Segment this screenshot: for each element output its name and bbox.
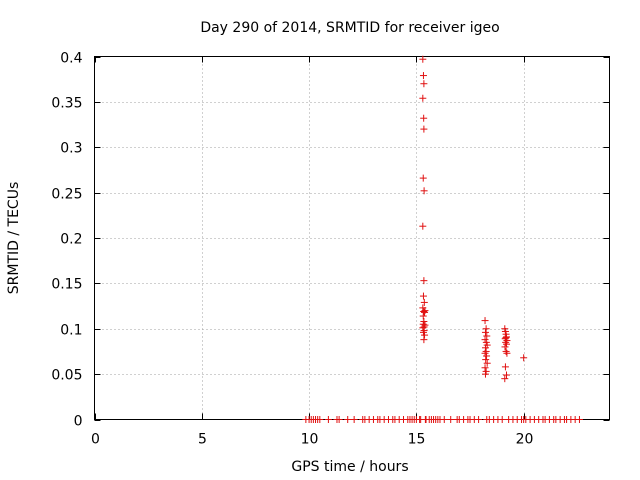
x-tick-label: 15 bbox=[408, 432, 426, 448]
data-point bbox=[483, 332, 491, 340]
data-point bbox=[520, 354, 528, 362]
data-point bbox=[420, 277, 428, 285]
data-point bbox=[498, 416, 506, 423]
chart-title: Day 290 of 2014, SRMTID for receiver ige… bbox=[200, 20, 499, 36]
data-point bbox=[481, 364, 489, 372]
data-point bbox=[501, 343, 509, 351]
data-point bbox=[483, 359, 491, 367]
data-point bbox=[503, 349, 511, 357]
data-point bbox=[419, 292, 427, 300]
y-tick-label: 0.05 bbox=[51, 368, 82, 384]
data-point bbox=[483, 352, 491, 360]
data-point bbox=[447, 416, 455, 423]
y-tick-label: 0.1 bbox=[60, 323, 82, 339]
data-point bbox=[316, 416, 324, 423]
x-axis-label: GPS time / hours bbox=[291, 459, 408, 475]
data-point bbox=[344, 416, 352, 423]
y-tick-label: 0.2 bbox=[60, 232, 82, 248]
y-axis-label: SRMTID / TECUs bbox=[6, 182, 22, 295]
data-point bbox=[481, 317, 489, 325]
data-point bbox=[420, 114, 428, 122]
data-points bbox=[302, 55, 583, 423]
grid bbox=[94, 56, 610, 420]
data-point bbox=[421, 331, 429, 339]
data-point bbox=[421, 307, 429, 315]
data-point bbox=[420, 187, 428, 195]
data-point bbox=[503, 371, 510, 379]
data-point bbox=[502, 334, 510, 342]
x-tick-label: 20 bbox=[516, 432, 534, 448]
data-point bbox=[482, 325, 490, 333]
y-tick-label: 0.3 bbox=[60, 141, 82, 157]
data-point bbox=[419, 312, 427, 320]
data-point bbox=[419, 72, 427, 80]
y-tick-label: 0.15 bbox=[51, 277, 82, 293]
data-point bbox=[420, 323, 428, 331]
y-tick-label: 0.25 bbox=[51, 187, 82, 203]
plot-frame bbox=[94, 56, 610, 420]
data-point bbox=[481, 370, 489, 378]
x-tick-label: 10 bbox=[301, 432, 319, 448]
data-point bbox=[420, 80, 428, 88]
data-point bbox=[475, 416, 483, 423]
data-point bbox=[440, 416, 448, 423]
y-tick-label: 0.4 bbox=[60, 51, 82, 67]
data-point bbox=[482, 356, 490, 364]
data-point bbox=[324, 416, 332, 423]
data-point bbox=[420, 298, 428, 306]
data-point bbox=[419, 222, 427, 230]
data-point bbox=[502, 347, 510, 355]
data-point bbox=[419, 55, 427, 63]
x-tick-label: 5 bbox=[198, 432, 207, 448]
data-point bbox=[419, 94, 427, 102]
data-point bbox=[501, 363, 509, 371]
data-point bbox=[335, 416, 343, 423]
data-point bbox=[481, 328, 489, 336]
y-tick-label: 0 bbox=[74, 414, 83, 430]
data-point bbox=[419, 174, 427, 182]
data-point bbox=[420, 125, 428, 133]
data-point bbox=[501, 375, 509, 383]
data-point bbox=[420, 336, 428, 344]
data-point bbox=[350, 416, 358, 423]
data-point bbox=[575, 416, 583, 423]
axis-ticks: 0 0.05 0.1 0.15 0.2 0.25 0.3 0.35 0.4 0 5 10 15 20 bbox=[51, 51, 610, 448]
y-tick-label: 0.35 bbox=[51, 96, 82, 112]
x-tick-label: 0 bbox=[91, 432, 100, 448]
